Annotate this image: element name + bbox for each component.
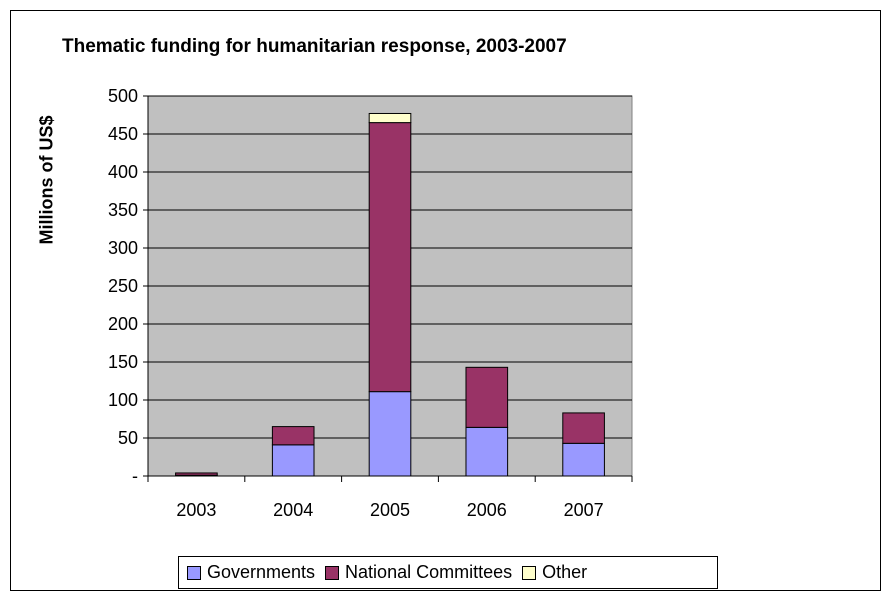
legend-item: Other <box>522 562 587 583</box>
chart-legend: Governments National Committees Other <box>178 556 718 589</box>
legend-swatch <box>325 565 340 580</box>
y-tick-label: 100 <box>108 390 138 410</box>
x-tick-label: 2006 <box>467 500 507 520</box>
chart-title: Thematic funding for humanitarian respon… <box>62 36 567 57</box>
x-tick-label: 2003 <box>176 500 216 520</box>
bar-national-committees <box>271 426 315 446</box>
y-tick-label: 200 <box>108 314 138 334</box>
legend-item: Governments <box>187 562 315 583</box>
legend-swatch <box>187 565 201 580</box>
bar-governments <box>465 426 509 477</box>
legend-swatch <box>522 565 537 580</box>
bar-national-committees <box>562 412 605 444</box>
y-tick-label: 150 <box>108 352 138 372</box>
y-tick-label: 250 <box>108 276 138 296</box>
y-tick-label: 500 <box>108 86 138 106</box>
bar-national-committees <box>465 366 509 428</box>
bar-national-committees <box>175 472 218 476</box>
bar-national-committees <box>368 122 412 393</box>
x-tick-label: 2007 <box>564 500 604 520</box>
x-tick-label: 2005 <box>370 500 410 520</box>
bar-governments <box>271 444 315 477</box>
bar-governments <box>368 391 412 477</box>
y-tick-label: 400 <box>108 162 138 182</box>
legend-label: Other <box>542 562 588 582</box>
y-tick-label: 50 <box>118 428 138 448</box>
bar-other <box>368 112 412 124</box>
legend-label: National Committees <box>345 562 513 582</box>
y-tick-label: 450 <box>108 124 138 144</box>
y-tick-label: - <box>132 466 138 486</box>
x-tick-label: 2004 <box>273 500 313 520</box>
bar-governments <box>562 442 605 477</box>
legend-label: Governments <box>207 562 316 582</box>
y-tick-label: 300 <box>108 238 138 258</box>
y-tick-label: 350 <box>108 200 138 220</box>
legend-item: National Committees <box>325 562 512 583</box>
